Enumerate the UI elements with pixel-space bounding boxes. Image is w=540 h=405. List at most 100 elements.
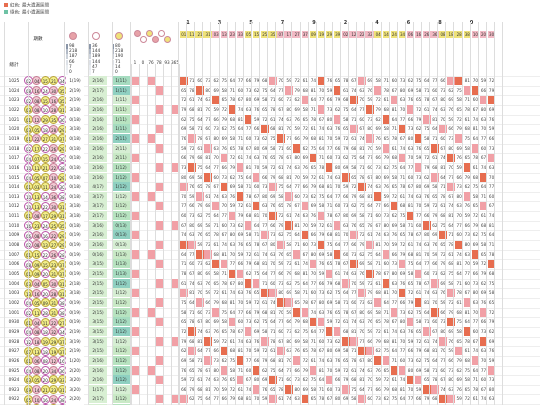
hit-marker <box>252 385 261 394</box>
stat-value: 80 <box>112 44 127 49</box>
hit-marker <box>431 173 439 182</box>
omission-number: 79 <box>286 271 292 276</box>
omission-number: 59 <box>456 164 462 170</box>
group-marker <box>155 298 163 307</box>
grid-line <box>64 22 65 405</box>
omission-number: 75 <box>456 319 462 325</box>
omission-number: 68 <box>302 319 308 325</box>
omission-number: 76 <box>375 135 381 141</box>
omission-number: 77 <box>221 213 227 219</box>
omission-number: 77 <box>391 299 398 305</box>
omission-number: 68 <box>351 377 357 383</box>
omission-number: 65 <box>440 242 446 248</box>
omission-number: 80 <box>294 386 300 392</box>
omission-number: 60 <box>399 357 406 363</box>
omission-number: 65 <box>416 328 422 334</box>
omission-number: 73 <box>448 367 454 373</box>
omission-number: 73 <box>326 106 333 112</box>
omission-number: 74 <box>221 242 227 248</box>
hit-marker <box>455 346 463 356</box>
omission-number: 64 <box>367 203 373 209</box>
omission-number: 62 <box>262 135 268 141</box>
omission-number: 78 <box>181 271 187 276</box>
stat-value: 7 <box>89 70 104 75</box>
omission-number: 67 <box>391 319 398 325</box>
omission-number: 71 <box>254 232 260 238</box>
omission-number: 75 <box>221 309 227 315</box>
omission-number: 78 <box>399 184 406 190</box>
hit-marker <box>317 317 326 327</box>
omission-number: 74 <box>440 155 446 161</box>
hit-marker <box>180 288 188 298</box>
omission-number: 79 <box>367 290 373 296</box>
omission-number: 79 <box>197 203 203 209</box>
omission-number: 63 <box>262 203 268 209</box>
omission-number: 74 <box>432 106 438 112</box>
number-ball: 19 <box>49 346 59 356</box>
omission-number: 65 <box>310 396 317 402</box>
omission-number: 78 <box>383 319 389 325</box>
omission-number: 77 <box>359 106 365 112</box>
omission-number: 65 <box>245 242 252 248</box>
omission-number: 81 <box>432 348 438 354</box>
top-digit: 6 <box>406 20 411 26</box>
max-omission-marker <box>350 95 358 105</box>
omission-number: 74 <box>213 193 219 199</box>
stat-cell: 0(18) <box>66 191 84 201</box>
number-ball: 35 <box>49 114 59 124</box>
omission-number: 60 <box>440 135 446 141</box>
omission-number: 78 <box>448 242 454 248</box>
omission-number: 59 <box>262 396 268 402</box>
omission-number: 73 <box>286 97 292 103</box>
row-line <box>0 153 540 155</box>
omission-number: 65 <box>270 155 276 161</box>
omission-number: 62 <box>351 203 357 209</box>
omission-number: 70 <box>359 97 365 103</box>
number-label: 06 <box>406 31 415 38</box>
omission-number: 71 <box>310 106 317 112</box>
max-omission-marker <box>374 192 382 201</box>
omission-number: 73 <box>351 251 357 257</box>
omission-number: 63 <box>416 193 422 199</box>
omission-number: 78 <box>278 386 284 392</box>
omission-number: 62 <box>464 184 470 190</box>
omission-number: 66 <box>343 193 349 199</box>
omission-number: 72 <box>448 299 454 305</box>
omission-number: 80 <box>286 338 292 344</box>
omission-number: 74 <box>480 164 487 170</box>
omission-number: 76 <box>270 203 276 209</box>
omission-number: 62 <box>367 299 373 305</box>
omission-number: 67 <box>383 271 389 276</box>
omission-number: 70 <box>278 309 284 315</box>
omission-number: 60 <box>416 222 422 228</box>
omission-number: 63 <box>302 213 308 219</box>
number-label: 23 <box>228 31 237 38</box>
stat-value: 66 <box>66 59 81 65</box>
omission-number: 68 <box>343 97 349 103</box>
omission-number: 72 <box>221 338 227 344</box>
omission-number: 69 <box>302 155 308 161</box>
omission-number: 66 <box>245 309 252 315</box>
omission-number: 64 <box>181 251 187 257</box>
omission-number: 75 <box>318 193 325 199</box>
omission-number: 64 <box>270 87 276 93</box>
omission-number: 79 <box>448 309 454 315</box>
omission-number: 60 <box>181 213 187 219</box>
number-ball: 25 <box>49 221 59 231</box>
stat-cell: 3(15) <box>89 326 107 336</box>
omission-number: 75 <box>262 87 268 93</box>
omission-number: 61 <box>237 386 244 392</box>
omission-number: 64 <box>278 367 284 373</box>
omission-number: 75 <box>424 357 430 363</box>
omission-number: 71 <box>351 348 357 354</box>
omission-number: 76 <box>407 328 414 334</box>
stat-value: 144 <box>89 59 104 65</box>
omission-number: 62 <box>383 164 389 170</box>
omission-number: 70 <box>440 348 446 354</box>
omission-number: 60 <box>432 87 438 93</box>
legend: 紅色: 最大遺漏區間 綠色: 最小遺漏區間 <box>4 3 49 16</box>
stat-cell: 1(12) <box>112 317 130 327</box>
omission-number: 64 <box>310 328 317 334</box>
max-omission-marker <box>204 337 212 346</box>
number-label: 21 <box>196 31 204 38</box>
